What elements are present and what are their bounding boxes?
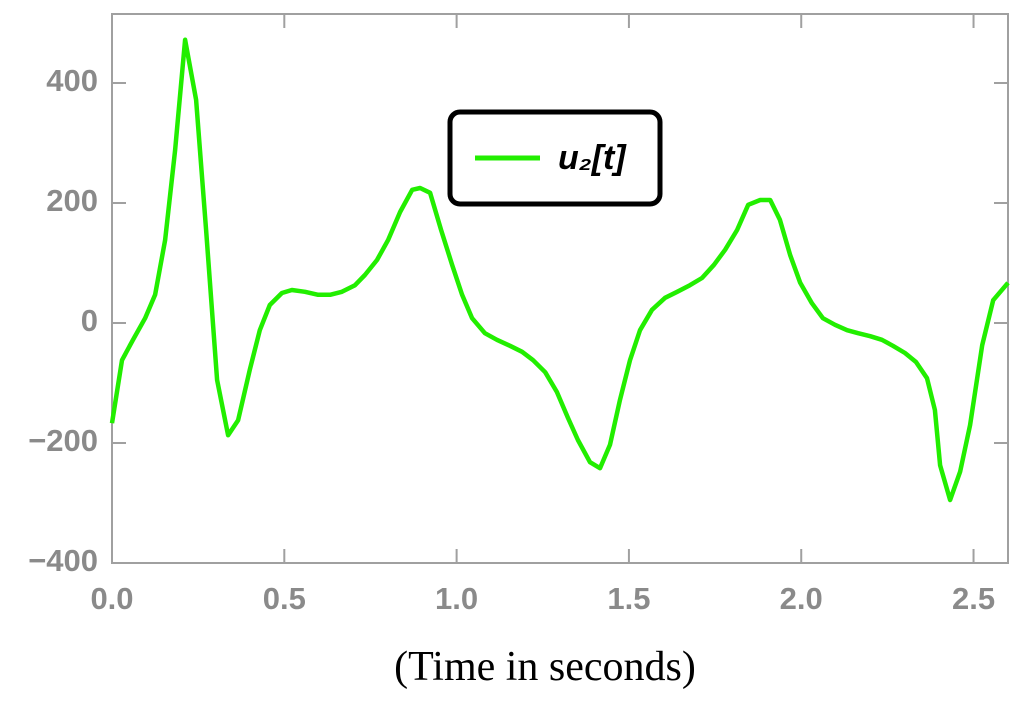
- x-tick-label: 1.0: [435, 581, 478, 616]
- x-tick-label: 2.0: [780, 581, 823, 616]
- y-tick-label: −200: [28, 423, 98, 458]
- y-tick-label: 400: [46, 63, 98, 98]
- x-tick-label: 0.0: [90, 581, 133, 616]
- plot-frame: [111, 13, 1009, 564]
- legend-box: [447, 109, 663, 207]
- x-tick-label: 0.5: [263, 581, 306, 616]
- x-tick-label: 2.5: [952, 581, 995, 616]
- x-axis-label: (Time in seconds): [394, 644, 696, 690]
- y-tick-label: 0: [81, 303, 98, 338]
- x-tick-label: 1.5: [607, 581, 650, 616]
- y-tick-label: −400: [28, 543, 98, 578]
- data-line: [109, 37, 1010, 503]
- legend-label: u₂[t]: [558, 139, 627, 177]
- y-tick-label: 200: [46, 183, 98, 218]
